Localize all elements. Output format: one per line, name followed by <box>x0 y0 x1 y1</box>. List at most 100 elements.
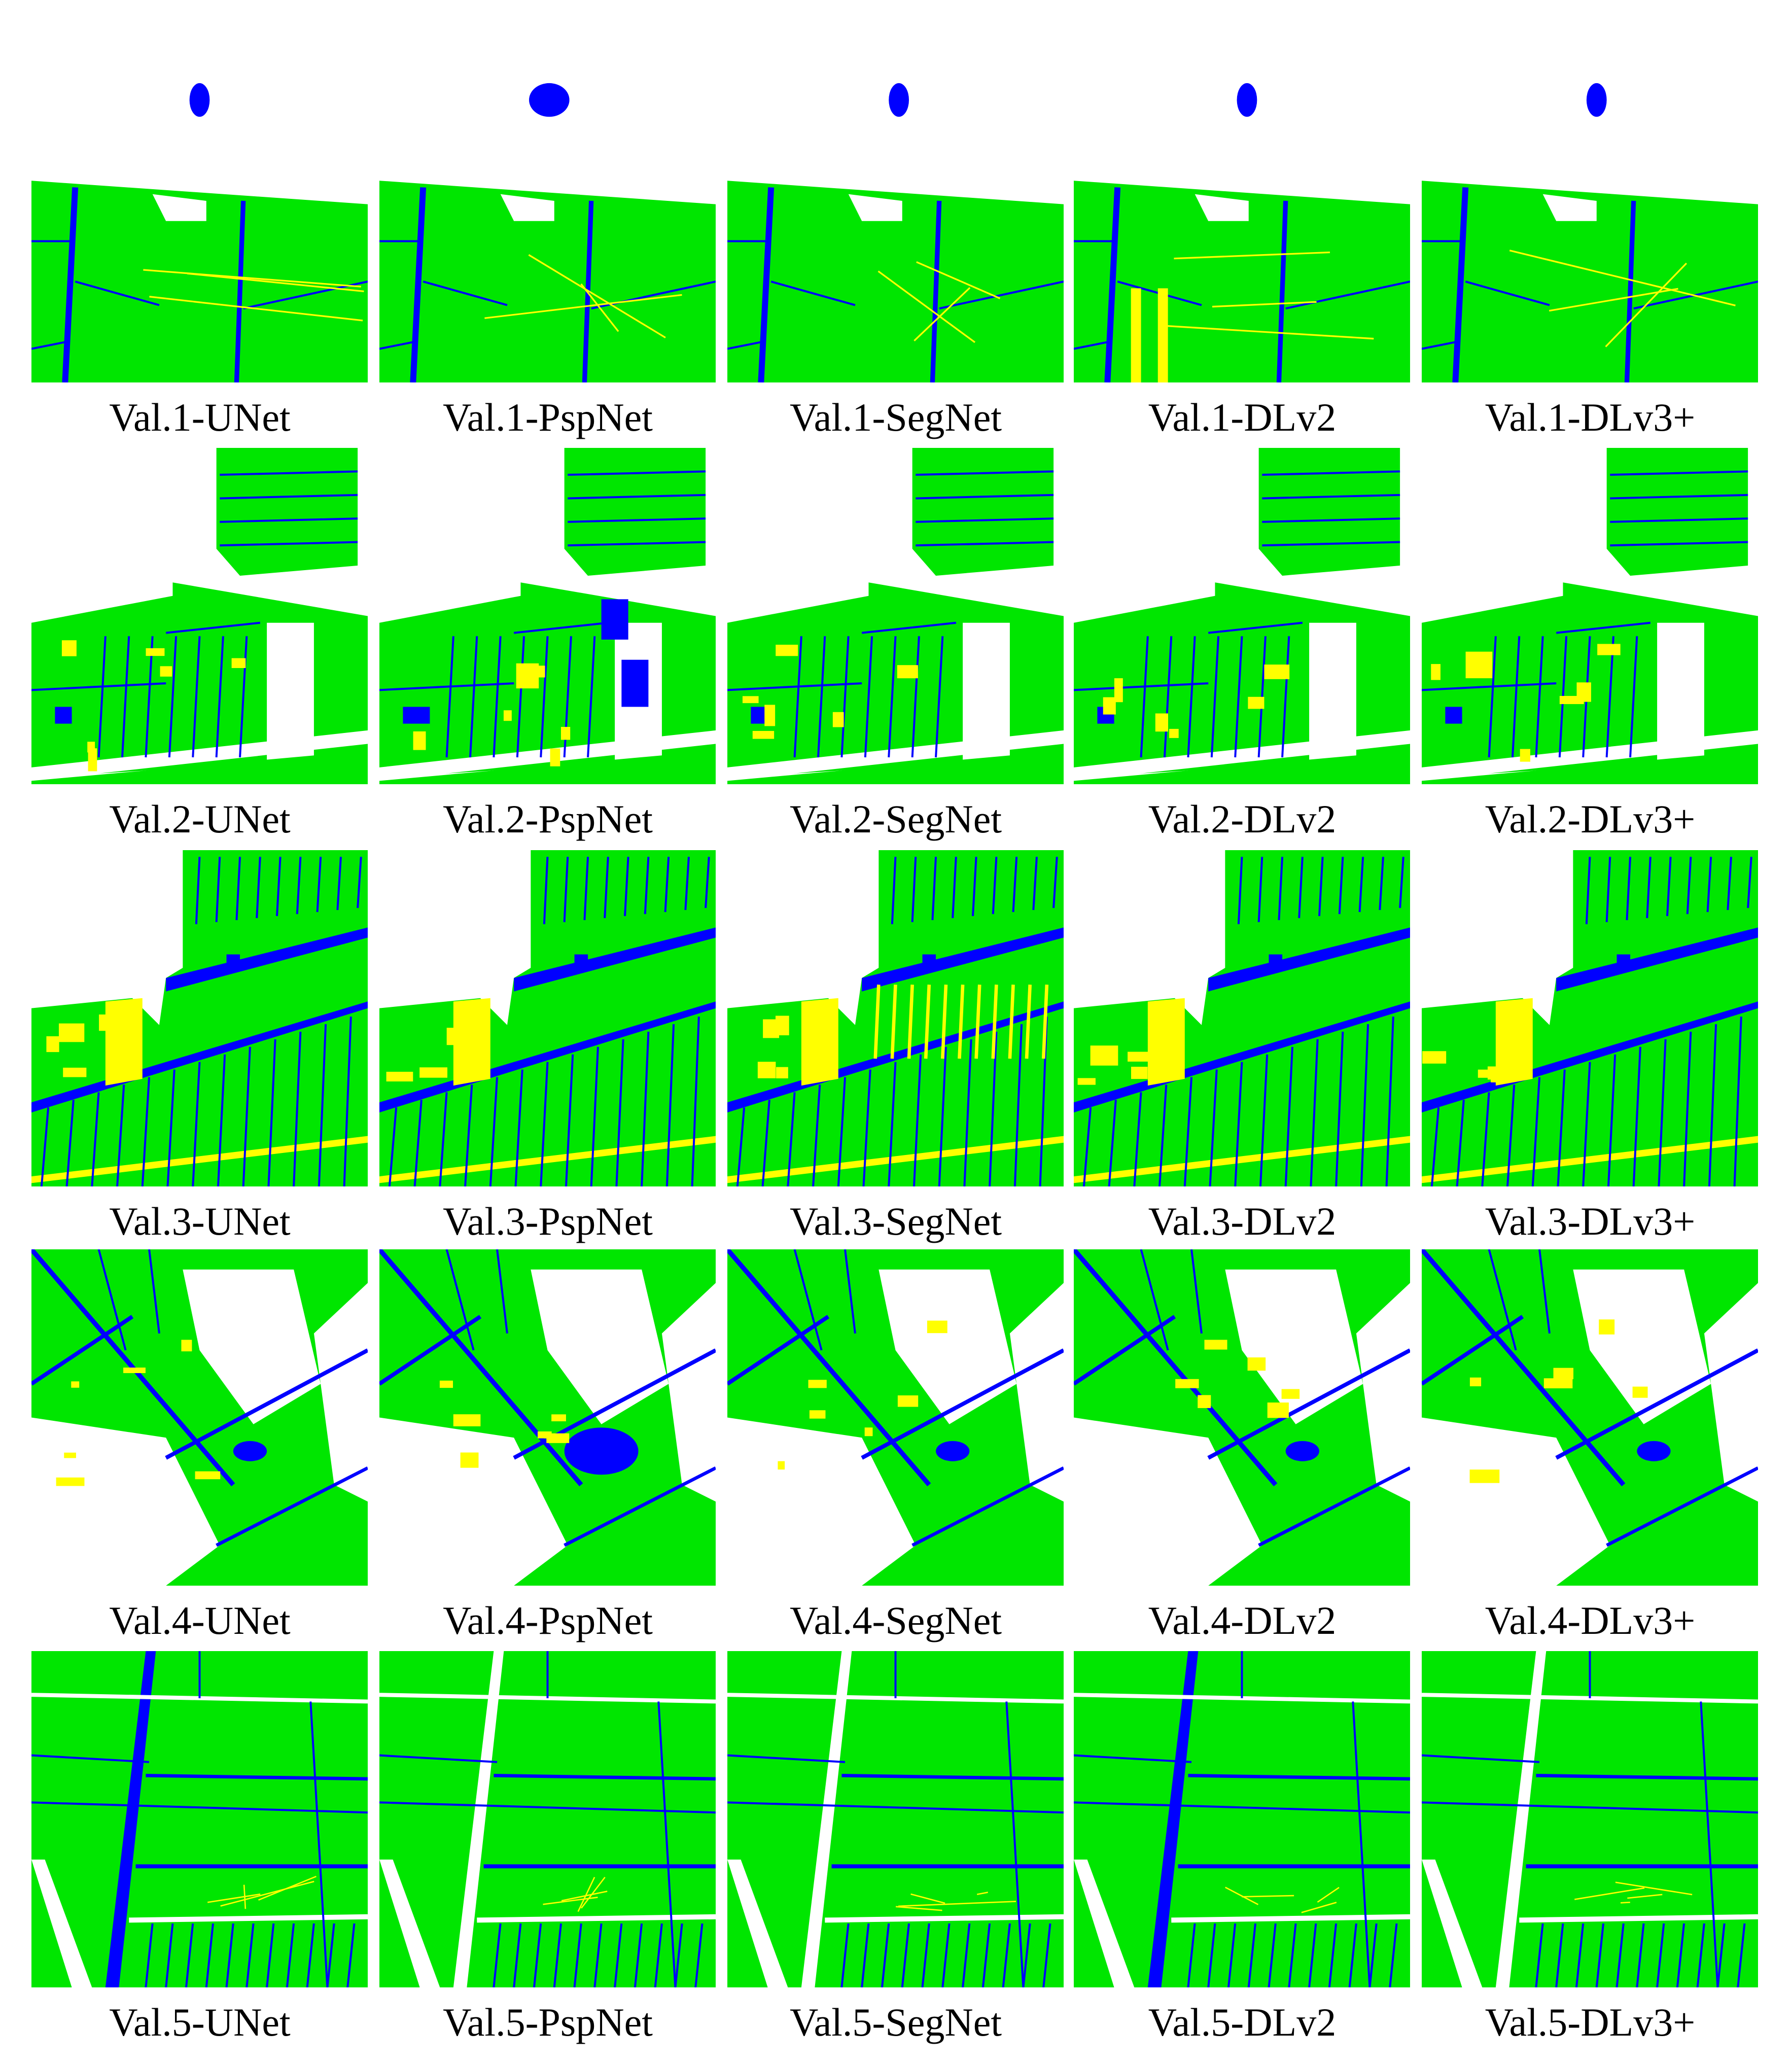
patch <box>1248 696 1264 709</box>
segmentation-map <box>727 448 1064 784</box>
boundary <box>952 857 957 919</box>
boundary <box>1676 1923 1685 1987</box>
boundary <box>577 1877 595 1912</box>
boundary <box>1620 1902 1630 1904</box>
boundary <box>343 1017 352 1186</box>
gap <box>379 1417 568 1586</box>
patch <box>1131 1067 1148 1079</box>
boundary <box>634 1923 643 1987</box>
segmentation-map <box>1074 1651 1410 1987</box>
boundary <box>1358 857 1364 913</box>
boundary <box>684 857 690 911</box>
boundary <box>346 1923 356 1987</box>
boundary <box>568 541 706 547</box>
boundary <box>513 1923 522 1987</box>
patch <box>809 1014 837 1024</box>
ditch <box>1208 927 1410 992</box>
boundary <box>220 470 358 476</box>
boundary <box>1022 1923 1031 1987</box>
panel-caption: Val.3-SegNet <box>789 1199 1002 1243</box>
boundary <box>912 1054 922 1186</box>
gap <box>879 1269 1017 1424</box>
boundary <box>1615 1923 1625 1987</box>
boundary <box>1052 857 1058 908</box>
water <box>889 83 909 117</box>
boundary <box>1536 1773 1758 1781</box>
boundary <box>316 857 322 913</box>
boundary <box>580 283 619 332</box>
boundary <box>581 1877 606 1909</box>
gap <box>727 1860 788 1987</box>
boundary <box>641 1031 650 1186</box>
boundary <box>235 857 241 921</box>
boundary <box>1074 341 1108 350</box>
boundary <box>1013 1024 1023 1186</box>
boundary <box>614 1923 623 1987</box>
boundary <box>1360 1024 1369 1186</box>
boundary <box>493 636 502 758</box>
boundary <box>1506 1084 1516 1186</box>
boundary <box>1656 1923 1665 1987</box>
patch <box>1155 713 1169 732</box>
boundary <box>861 1348 1064 1460</box>
boundary <box>1317 1886 1340 1903</box>
water <box>529 83 570 117</box>
patch <box>231 658 246 668</box>
boundary <box>1207 1348 1410 1460</box>
boundary <box>736 1107 746 1186</box>
boundary <box>1258 1466 1410 1547</box>
boundary <box>1422 1693 1758 1704</box>
patch <box>1422 1051 1447 1064</box>
water <box>226 954 240 965</box>
ditch <box>1074 1001 1410 1113</box>
edge <box>31 1136 368 1183</box>
panel-caption: Val.1-DLv3+ <box>1485 395 1696 439</box>
patch <box>1632 1386 1648 1398</box>
boundary <box>1706 857 1712 913</box>
patch <box>46 1036 59 1053</box>
gap <box>152 194 206 221</box>
patch <box>99 1014 115 1031</box>
boundary <box>1284 1046 1293 1186</box>
patch <box>757 1062 776 1078</box>
boundary <box>565 1054 574 1186</box>
road <box>727 730 1064 781</box>
boundary <box>225 1923 234 1987</box>
gap <box>379 1860 440 1987</box>
boundary <box>991 985 998 1059</box>
boundary <box>379 1754 498 1763</box>
boundary <box>97 636 107 758</box>
boundary <box>1348 1923 1357 1987</box>
boundary <box>1610 541 1748 547</box>
patch <box>1520 749 1531 762</box>
patch <box>1487 1066 1509 1080</box>
boundary <box>192 1062 201 1186</box>
boundary <box>116 1084 125 1186</box>
boundary <box>1025 985 1032 1059</box>
boundary <box>1422 341 1456 350</box>
gap <box>183 1269 321 1424</box>
boundary <box>62 187 79 382</box>
boundary <box>496 1249 508 1334</box>
boundary <box>215 857 221 922</box>
boundary <box>787 1092 796 1186</box>
boundary <box>165 621 261 634</box>
boundary <box>564 1466 716 1547</box>
boundary <box>727 1801 1064 1814</box>
patch <box>742 696 759 704</box>
road <box>379 730 716 781</box>
boundary <box>1002 1923 1011 1987</box>
patch <box>88 748 97 772</box>
patch <box>160 666 172 677</box>
boundary <box>568 517 706 523</box>
field <box>1258 448 1400 576</box>
segmentation-map <box>1422 850 1758 1186</box>
field <box>379 750 716 784</box>
boundary <box>657 1701 677 1987</box>
segmentation-map <box>1074 448 1410 784</box>
patch <box>413 731 426 750</box>
boundary <box>898 1901 1016 1907</box>
boundary <box>935 636 944 758</box>
patch <box>503 710 512 721</box>
boundary <box>962 1923 971 1987</box>
